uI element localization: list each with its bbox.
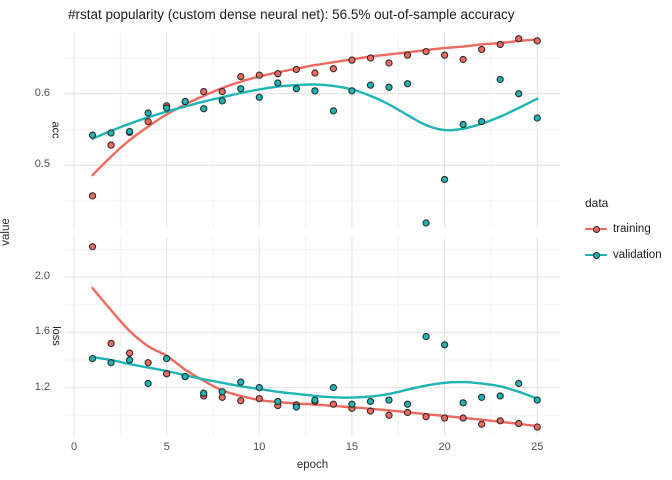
tick-label: 1.6 [34,325,50,338]
legend: data training validation [585,196,662,272]
tick-label: 0 [70,441,78,453]
validation-key-icon [585,248,607,262]
legend-label-training: training [613,223,651,235]
y-axis-title: value [0,218,12,246]
legend-label-validation: validation [613,249,662,261]
tick-label: 2.0 [34,270,50,283]
facet-strip-acc-label: acc [50,121,62,139]
tick-label: 1.2 [34,380,50,393]
legend-entry-validation: validation [585,246,662,264]
panel-acc [65,33,560,228]
panel-loss [65,237,560,436]
training-key-icon [585,222,607,236]
tick-label: 15 [345,441,359,453]
tick-label: 25 [531,441,544,453]
tick-label: 0.6 [34,86,50,99]
facet-strip-loss-label: loss [50,326,62,346]
legend-entry-training: training [585,220,662,238]
tick-label: 20 [438,441,451,453]
tick-label: 5 [163,441,170,453]
legend-title: data [585,196,609,210]
tick-label: 0.5 [34,158,50,171]
x-axis-title: epoch [296,459,329,471]
tick-label: 10 [253,441,266,453]
chart-title: #rstat popularity (custom dense neural n… [68,7,515,22]
